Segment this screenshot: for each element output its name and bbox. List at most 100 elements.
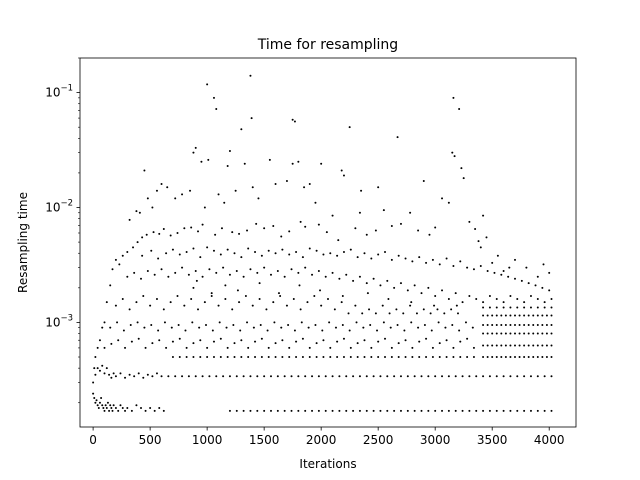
y-tick-label-exponent: −2 — [60, 199, 73, 209]
data-point — [482, 344, 485, 347]
data-point — [527, 356, 530, 359]
data-point — [336, 340, 339, 343]
data-point — [541, 314, 544, 317]
data-point — [263, 375, 266, 378]
data-point — [486, 356, 489, 359]
data-point — [518, 332, 521, 335]
data-point — [250, 117, 253, 120]
data-point — [259, 323, 262, 326]
data-point — [370, 356, 373, 359]
data-point — [102, 407, 105, 409]
data-point — [491, 332, 494, 335]
data-point — [280, 326, 283, 329]
data-point — [293, 120, 296, 123]
data-point — [205, 323, 207, 326]
data-point — [482, 214, 485, 217]
data-point — [516, 375, 519, 378]
data-point — [238, 301, 241, 304]
data-point — [288, 253, 291, 256]
data-point — [96, 367, 99, 370]
data-point — [495, 409, 498, 412]
data-point — [500, 323, 503, 326]
data-point — [447, 201, 450, 204]
data-point — [550, 344, 553, 347]
points-layer — [92, 74, 553, 412]
data-point — [491, 261, 494, 264]
data-point — [158, 232, 161, 235]
data-point — [420, 409, 423, 412]
data-point — [502, 409, 505, 412]
data-point — [349, 356, 352, 359]
y-tick-label: 10−2 — [45, 199, 73, 215]
data-point — [516, 297, 519, 300]
data-point — [461, 375, 464, 378]
data-point — [315, 342, 318, 345]
data-point — [462, 177, 465, 180]
x-tick-label: 3500 — [477, 433, 508, 447]
data-point — [203, 206, 206, 209]
data-point — [219, 356, 222, 359]
data-point — [468, 220, 471, 223]
data-point — [96, 404, 99, 407]
data-point — [550, 306, 553, 309]
data-point — [212, 356, 215, 359]
data-point — [458, 107, 461, 110]
data-point — [166, 186, 169, 189]
data-point — [174, 197, 177, 200]
data-point — [447, 297, 450, 300]
data-point — [523, 323, 526, 326]
data-point — [397, 342, 400, 345]
data-point — [94, 373, 97, 376]
data-point — [338, 375, 341, 378]
data-point — [458, 329, 461, 332]
data-point — [331, 271, 334, 274]
data-point — [482, 306, 485, 309]
data-point — [491, 314, 494, 317]
data-point — [274, 342, 277, 345]
data-point — [486, 314, 489, 317]
data-point — [532, 323, 535, 326]
data-point — [137, 337, 140, 340]
data-point — [509, 323, 512, 326]
data-point — [377, 340, 380, 343]
data-point — [358, 275, 361, 278]
data-point — [128, 373, 131, 376]
data-point — [226, 164, 229, 167]
data-point — [214, 233, 217, 236]
data-point — [545, 356, 548, 359]
data-point — [274, 183, 277, 186]
data-point — [308, 247, 311, 250]
data-point — [291, 118, 294, 121]
data-point — [146, 373, 149, 376]
data-point — [482, 409, 485, 412]
data-point — [160, 183, 163, 186]
data-point — [96, 346, 99, 349]
data-point — [163, 321, 166, 324]
data-point — [536, 375, 539, 378]
data-point — [427, 375, 430, 378]
data-point — [482, 314, 485, 317]
data-point — [290, 409, 293, 412]
data-point — [178, 356, 181, 359]
data-point — [358, 409, 361, 412]
data-point — [249, 375, 252, 378]
data-point — [397, 254, 400, 257]
data-point — [98, 369, 101, 372]
data-point — [336, 254, 339, 257]
data-point — [162, 308, 165, 311]
data-point — [171, 248, 174, 251]
data-point — [532, 332, 535, 335]
data-point — [185, 251, 188, 253]
data-point — [138, 211, 141, 214]
data-point — [114, 258, 117, 261]
data-point — [418, 256, 421, 259]
data-point — [379, 409, 382, 412]
data-point — [502, 375, 505, 378]
data-point — [142, 294, 145, 297]
data-point — [327, 297, 329, 300]
data-point — [428, 233, 431, 236]
data-point — [126, 407, 129, 409]
data-point — [105, 301, 108, 304]
data-point — [233, 252, 236, 255]
data-point — [500, 356, 503, 359]
